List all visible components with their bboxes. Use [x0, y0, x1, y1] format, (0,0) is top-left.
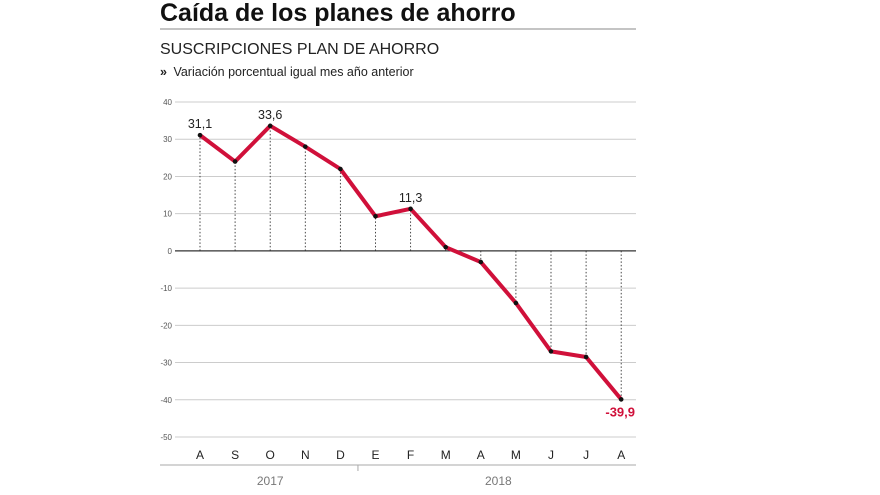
series-line: [198, 123, 624, 402]
x-axis: A S O N D E F M A M J J A 2017 2018: [160, 448, 636, 488]
x-tick-label: J: [583, 448, 589, 462]
y-tick-label: 0: [168, 247, 173, 256]
x-tick-label: D: [336, 448, 345, 462]
x-tick-label: A: [617, 448, 625, 462]
x-tick-label: N: [301, 448, 310, 462]
x-tick-label: A: [196, 448, 204, 462]
data-point: [513, 300, 519, 306]
data-point: [583, 354, 589, 360]
data-label: 31,1: [188, 117, 212, 131]
headline: Caída de los planes de ahorro: [160, 0, 516, 27]
description-marker: »: [160, 65, 167, 79]
x-tick-label: M: [511, 448, 521, 462]
data-point: [197, 132, 203, 138]
data-point: [373, 213, 378, 219]
y-tick-label: -20: [160, 321, 172, 330]
year-label: 2018: [485, 474, 512, 488]
data-label: 11,3: [399, 191, 422, 205]
x-tick-label: E: [371, 448, 379, 462]
x-tick-label: A: [477, 448, 485, 462]
y-tick-label: 40: [163, 98, 172, 107]
y-tick-label: -50: [160, 433, 172, 442]
year-label: 2017: [257, 474, 284, 488]
data-label: 33,6: [258, 108, 282, 122]
data-point: [232, 159, 238, 164]
data-point: [338, 166, 343, 172]
data-label: -39,9: [605, 404, 635, 419]
y-tick-label: -40: [160, 396, 172, 405]
x-tick-label: F: [407, 448, 414, 462]
data-point: [548, 349, 554, 354]
x-tick-label: M: [441, 448, 451, 462]
chart-subtitle: SUSCRIPCIONES PLAN DE AHORRO: [160, 41, 439, 58]
data-point: [303, 144, 308, 149]
data-point: [267, 123, 273, 129]
x-tick-label: O: [266, 448, 275, 462]
y-tick-label: 30: [163, 135, 172, 144]
chart-description: » Variación porcentual igual mes año ant…: [160, 65, 414, 79]
data-point: [618, 397, 624, 402]
y-tick-label: -10: [160, 284, 172, 293]
y-tick-label: 20: [163, 172, 172, 181]
description-text: Variación porcentual igual mes año anter…: [173, 65, 413, 79]
grid: [175, 101, 636, 438]
data-point: [443, 244, 449, 250]
data-point: [408, 206, 413, 212]
data-labels: 31,1 33,6 11,3 -39,9: [188, 108, 635, 420]
x-tick-label: S: [231, 448, 239, 462]
drop-lines: [199, 125, 622, 400]
y-tick-label: -30: [160, 359, 172, 368]
x-tick-label: J: [548, 448, 554, 462]
y-axis: 40 30 20 10 0 -10 -20 -30 -40 -50: [160, 98, 172, 442]
y-tick-label: 10: [163, 210, 172, 219]
data-point: [478, 259, 484, 265]
series-path: [198, 123, 624, 402]
data-points: [197, 123, 624, 402]
